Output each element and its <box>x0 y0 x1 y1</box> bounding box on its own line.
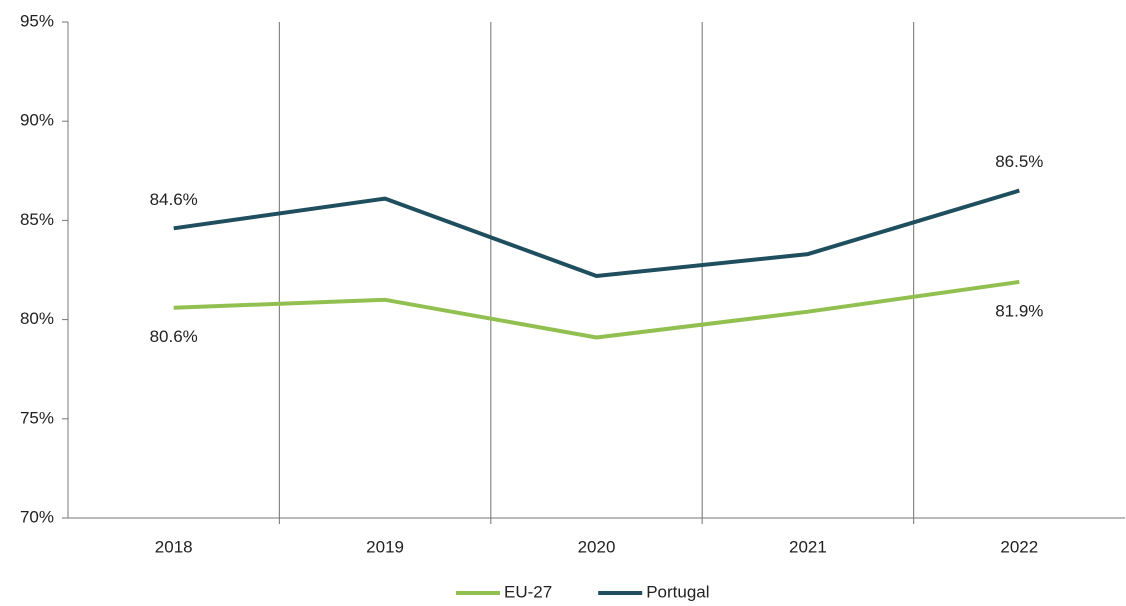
x-tick-label: 2021 <box>789 537 827 556</box>
series-line <box>173 188 1020 278</box>
legend-label: Portugal <box>646 582 709 601</box>
data-label: 81.9% <box>995 301 1043 320</box>
y-tick-label: 70% <box>20 507 54 526</box>
y-tick-label: 85% <box>20 210 54 229</box>
y-tick-label: 80% <box>20 309 54 328</box>
x-tick-label: 2022 <box>1000 537 1038 556</box>
x-tick-label: 2020 <box>578 537 616 556</box>
data-label: 80.6% <box>150 327 198 346</box>
legend-label: EU-27 <box>504 582 552 601</box>
x-tick-label: 2019 <box>366 537 404 556</box>
y-tick-label: 75% <box>20 408 54 427</box>
data-label: 86.5% <box>995 152 1043 171</box>
y-tick-label: 95% <box>20 11 54 30</box>
data-label: 84.6% <box>150 190 198 209</box>
y-tick-label: 90% <box>20 111 54 130</box>
series-line <box>173 279 1020 340</box>
x-tick-label: 2018 <box>155 537 193 556</box>
